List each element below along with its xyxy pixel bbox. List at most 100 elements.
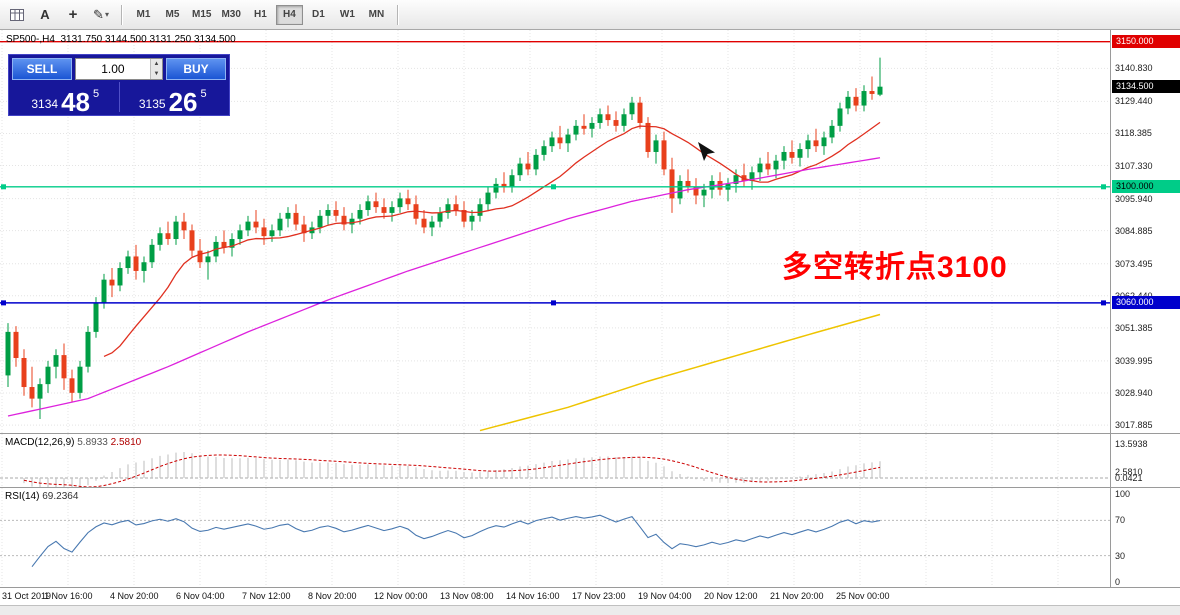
price-badge-3060.000: 3060.000 [1112, 296, 1180, 310]
bid-price-display: 3134 48 5 [12, 86, 119, 117]
bid-price-big: 48 [61, 86, 90, 117]
rsi-axis-label: 100 [1115, 489, 1131, 499]
chart-symbol: SP500-,H4 [6, 34, 55, 45]
rsi-line [31, 514, 881, 568]
ask-price-sup: 5 [200, 88, 207, 100]
price-axis-label: 3084.885 [1115, 225, 1153, 236]
chart-title: SP500-,H4 3131.750 3144.500 3131.250 313… [6, 34, 236, 45]
price-divider [118, 82, 120, 112]
rsi-axis-label: 70 [1115, 515, 1126, 526]
volume-box: ▲ ▼ [75, 58, 163, 80]
chart-ohlc-values: 3131.750 3144.500 3131.250 3134.500 [60, 34, 236, 45]
price-axis-label: 3140.830 [1115, 63, 1153, 74]
time-axis-label: 8 Nov 20:00 [308, 591, 357, 601]
time-axis-label: 17 Nov 23:00 [572, 591, 626, 601]
timeframe-mn-button[interactable]: MN [363, 5, 390, 25]
macd-canvas[interactable] [0, 434, 1110, 487]
rsi-label: RSI(14) 69.2364 [5, 491, 79, 502]
grid-icon [10, 8, 24, 21]
time-axis-label: 6 Nov 04:00 [176, 591, 225, 601]
macd-histogram [23, 452, 881, 487]
price-badge-3100.000: 3100.000 [1112, 180, 1180, 194]
time-axis-label: 21 Nov 20:00 [770, 591, 824, 601]
price-axis-label: 3129.440 [1115, 96, 1153, 107]
volume-decrease-button[interactable]: ▼ [150, 69, 162, 79]
pencil-icon: ✎ [93, 6, 104, 22]
rsi-axis[interactable]: 100 70 30 0 [1110, 488, 1180, 587]
main-chart-canvas[interactable] [0, 30, 1110, 433]
time-axis-label: 20 Nov 12:00 [704, 591, 758, 601]
toolbar-separator [396, 4, 399, 25]
timeframe-d1-button[interactable]: D1 [305, 5, 332, 25]
ask-price-display: 3135 26 5 [120, 86, 227, 117]
volume-input[interactable] [76, 59, 150, 79]
timeframe-m30-button[interactable]: M30 [217, 5, 244, 25]
bid-price-sup: 5 [93, 88, 100, 100]
price-axis-label: 3062.440 [1115, 291, 1153, 301]
timeframe-w1-button[interactable]: W1 [334, 5, 361, 25]
price-axis-label: 3051.385 [1115, 322, 1153, 333]
timeframe-h1-button[interactable]: H1 [247, 5, 274, 25]
main-chart-panel: 3140.830 3129.440 3118.385 3107.330 3095.940… [0, 30, 1180, 433]
price-axis-label: 3017.885 [1115, 420, 1153, 431]
rsi-axis-label: 30 [1115, 550, 1126, 561]
toolbar-separator [121, 4, 123, 25]
macd-axis[interactable]: 13.5938 2.5810 0.0421 [1110, 434, 1180, 487]
window-bottom-strip [0, 605, 1180, 615]
rsi-canvas[interactable] [0, 488, 1110, 587]
macd-panel: 13.5938 2.5810 0.0421 MACD(12,26,9) 5.8933… [0, 433, 1180, 487]
toolbar: A + ✎ ▾ M1 M5 M15 M30 H1 H4 D1 W1 MN [0, 0, 1180, 30]
macd-label: MACD(12,26,9) 5.8933 2.5810 [5, 437, 142, 448]
time-axis-label: 31 Oct 2019 [2, 591, 52, 601]
price-badge-3150.000: 3150.000 [1112, 35, 1180, 49]
macd-axis-label: 2.5810 [1115, 466, 1143, 477]
price-axis-label: 3118.385 [1115, 128, 1152, 139]
macd-main-value: 5.8933 [77, 437, 108, 448]
timeframe-h4-button[interactable]: H4 [275, 4, 303, 25]
timeframe-m15-button[interactable]: M15 [188, 5, 215, 25]
rsi-axis-label: 0 [1115, 577, 1121, 587]
macd-axis-label: 13.5938 [1115, 439, 1148, 450]
price-axis-label: 3107.330 [1115, 160, 1153, 171]
timeframe-m5-button[interactable]: M5 [159, 5, 186, 25]
ask-price-big: 26 [168, 86, 198, 117]
ma-mid-line [7, 157, 881, 417]
horizontal-line-3100.000[interactable] [0, 184, 1110, 190]
price-axis-label: 3073.495 [1115, 258, 1153, 269]
time-axis[interactable]: 31 Oct 2019 1 Nov 16:00 4 Nov 20:00 6 Nov 0… [0, 587, 1180, 605]
bid-price-small: 3134 [31, 97, 59, 111]
rsi-value: 69.2364 [42, 491, 79, 502]
volume-spinner: ▲ ▼ [149, 59, 162, 79]
one-click-trading-panel: SELL ▲ ▼ BUY 3134 48 5 3135 [8, 54, 230, 116]
macd-axis-label: 0.0421 [1115, 472, 1143, 483]
buy-button[interactable]: BUY [166, 58, 226, 80]
macd-signal-value: 2.5810 [110, 437, 142, 448]
ask-price-small: 3135 [138, 97, 166, 111]
time-axis-label: 12 Nov 00:00 [374, 591, 428, 601]
horizontal-line-3060.000[interactable] [0, 300, 1110, 306]
time-axis-label: 19 Nov 04:00 [638, 591, 692, 601]
chevron-down-icon: ▾ [104, 10, 109, 19]
time-axis-label: 25 Nov 00:00 [836, 591, 890, 601]
chart-grid-icon[interactable] [4, 4, 30, 26]
time-axis-label: 1 Nov 16:00 [44, 591, 93, 601]
macd-signal-line [23, 454, 881, 487]
time-axis-label: 14 Nov 16:00 [506, 591, 560, 601]
price-axis-label: 3039.995 [1115, 355, 1153, 366]
price-axis-label: 3095.940 [1115, 193, 1153, 204]
chart-annotation-text[interactable]: 多空转折点3100 [782, 251, 1008, 284]
crosshair-tool-button[interactable]: + [60, 4, 86, 26]
time-axis-label: 13 Nov 08:00 [440, 591, 494, 601]
ma-slow-line [479, 313, 881, 432]
timeframe-m1-button[interactable]: M1 [130, 5, 157, 25]
draw-tools-button[interactable]: ✎ ▾ [88, 4, 114, 26]
ma-fast-line [103, 121, 881, 358]
sell-button[interactable]: SELL [12, 58, 72, 80]
price-axis[interactable]: 3140.830 3129.440 3118.385 3107.330 3095.940… [1110, 30, 1180, 433]
text-tool-button[interactable]: A [32, 4, 58, 26]
price-axis-label: 3028.940 [1115, 387, 1153, 398]
volume-increase-button[interactable]: ▲ [150, 59, 162, 69]
cursor-arrow-annotation [698, 142, 715, 161]
rsi-panel: 100 70 30 0 RSI(14) 69.2364 [0, 487, 1180, 587]
